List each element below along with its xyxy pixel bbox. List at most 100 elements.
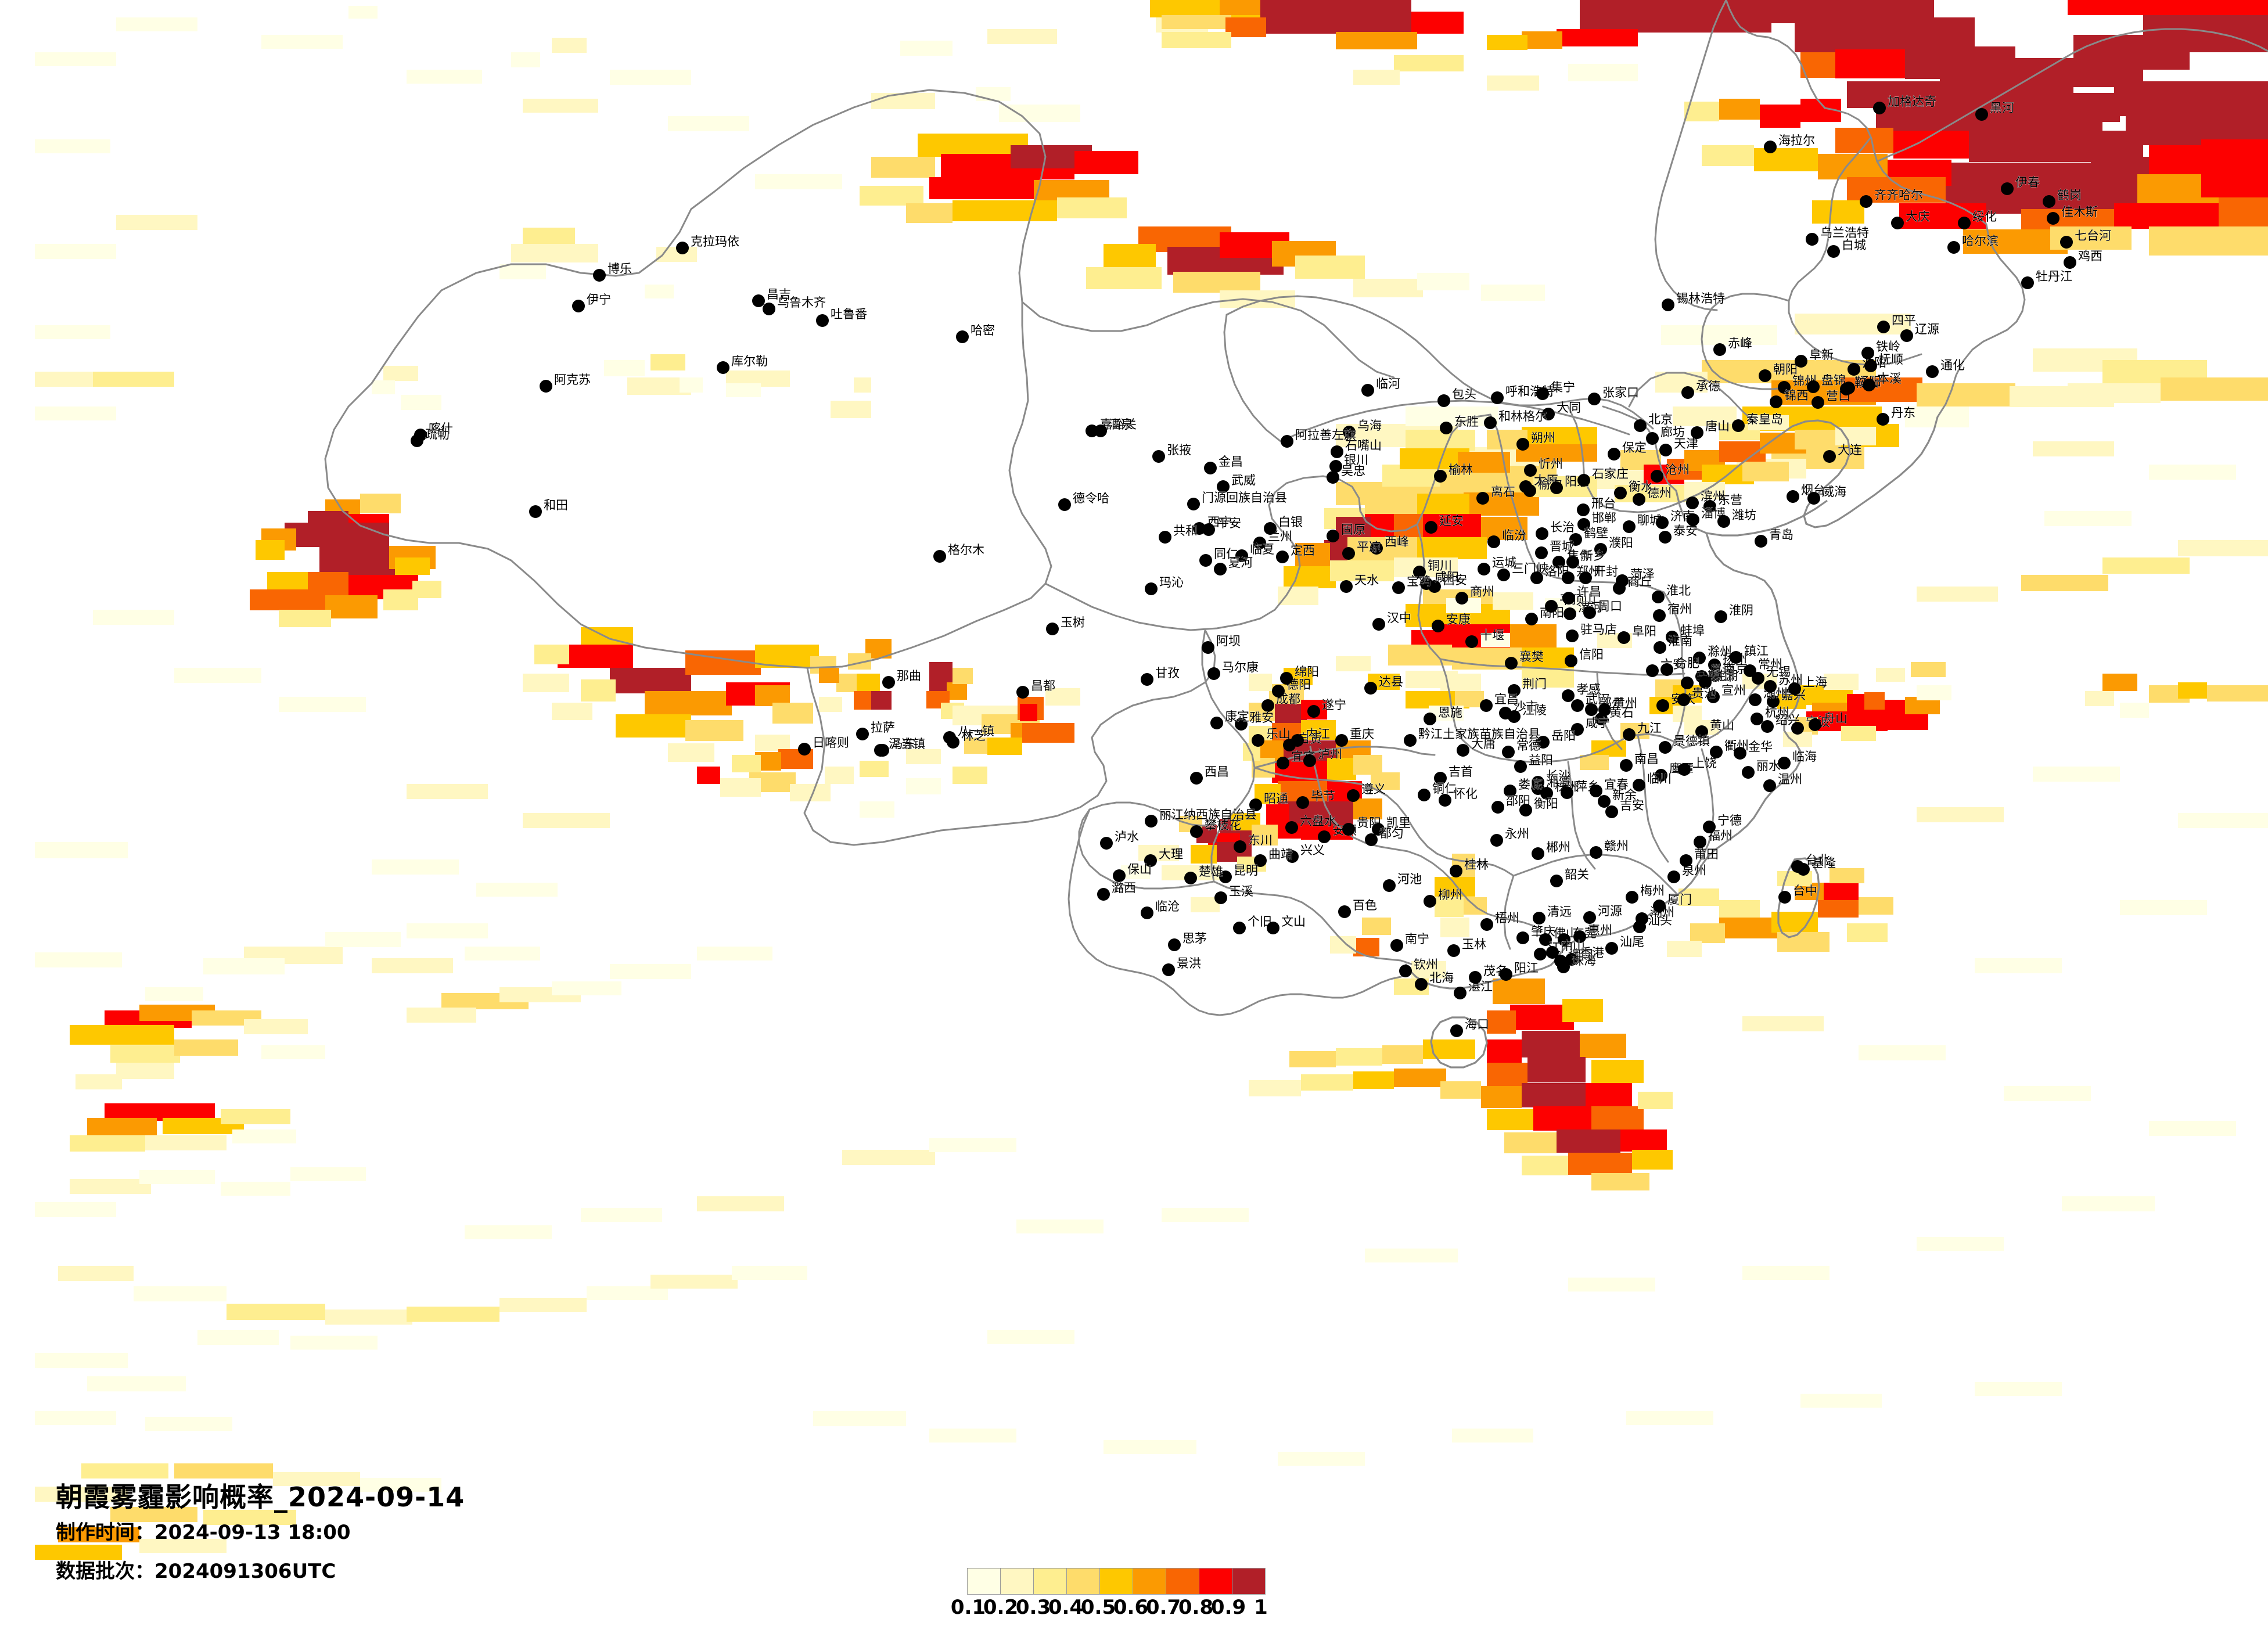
city-marker-dot bbox=[717, 361, 729, 374]
city-marker-dot bbox=[1761, 720, 1774, 733]
city-label: 梧州 bbox=[1495, 911, 1519, 925]
city-marker-dot bbox=[1759, 369, 1771, 382]
city-label: 百色 bbox=[1353, 898, 1377, 912]
city-marker-dot bbox=[1469, 971, 1482, 984]
city-marker-dot bbox=[1795, 355, 1807, 368]
city-marker-dot bbox=[1249, 798, 1262, 811]
city-label: 长治 bbox=[1550, 520, 1575, 534]
city-marker-dot bbox=[1680, 854, 1692, 867]
city-label: 佳木斯 bbox=[2061, 205, 2098, 219]
city-marker-dot bbox=[1686, 497, 1699, 509]
city-label: 吐鲁番 bbox=[831, 307, 867, 321]
city-label: 柳州 bbox=[1438, 888, 1462, 902]
city-marker-dot bbox=[1420, 577, 1433, 590]
city-label: 丹东 bbox=[1891, 406, 1915, 420]
city-marker-dot bbox=[1681, 386, 1694, 399]
city-marker-dot bbox=[1340, 580, 1353, 593]
city-label: 杭州 bbox=[1765, 706, 1789, 720]
city-label: 淮北 bbox=[1666, 584, 1691, 598]
city-label: 汉中 bbox=[1387, 611, 1411, 625]
city-marker-dot bbox=[1491, 801, 1504, 814]
city-marker-dot bbox=[529, 505, 542, 518]
city-marker-dot bbox=[2021, 276, 2034, 289]
city-label: 伊春 bbox=[2015, 175, 2040, 189]
city-label: 烟台 bbox=[1801, 483, 1825, 497]
city-label: 临汾 bbox=[1502, 528, 1526, 542]
city-label: 三门峡 bbox=[1512, 562, 1548, 575]
city-marker-dot bbox=[1525, 613, 1538, 625]
city-label: 那曲 bbox=[897, 669, 921, 683]
colorbar-swatch-3 bbox=[1034, 1569, 1067, 1594]
city-marker-dot bbox=[1620, 759, 1633, 772]
city-label: 西昌 bbox=[1205, 765, 1229, 779]
city-marker-dot bbox=[1730, 651, 1742, 664]
data-batch-label: 数据批次： bbox=[56, 1559, 154, 1583]
city-label: 淮阴 bbox=[1729, 603, 1753, 617]
city-marker-dot bbox=[1633, 493, 1645, 506]
city-label: 吉首 bbox=[1448, 765, 1473, 779]
city-marker-dot bbox=[1770, 395, 1782, 408]
city-label: 加格达奇 bbox=[1888, 95, 1936, 109]
city-label: 玉溪 bbox=[1229, 884, 1253, 898]
city-marker-dot bbox=[1307, 705, 1320, 718]
city-label: 宝鸡 bbox=[1407, 574, 1431, 588]
city-marker-dot bbox=[1694, 836, 1706, 848]
city-marker-dot bbox=[1633, 779, 1645, 792]
city-label: 邢台 bbox=[1591, 497, 1616, 510]
city-label: 都匀 bbox=[1379, 826, 1404, 840]
city-label: 吉安 bbox=[1620, 798, 1644, 812]
city-label: 惠州 bbox=[1588, 923, 1612, 937]
city-label: 白城 bbox=[1842, 238, 1866, 252]
data-batch-row: 数据批次：2024091306UTC bbox=[56, 1556, 753, 1587]
colorbar-swatch-1 bbox=[968, 1569, 1001, 1594]
city-marker-dot bbox=[1734, 747, 1746, 760]
city-label: 临夏 bbox=[1250, 542, 1274, 556]
city-label: 商丘 bbox=[1627, 575, 1652, 589]
city-marker-dot bbox=[1540, 787, 1553, 800]
city-label: 夏河 bbox=[1228, 556, 1253, 570]
probability-heatmap-layer bbox=[35, 0, 2268, 1560]
city-label: 平顶山 bbox=[1559, 593, 1596, 607]
city-marker-dot bbox=[1588, 393, 1601, 405]
city-marker-dot bbox=[1390, 939, 1403, 952]
city-label: 大庆 bbox=[1906, 210, 1930, 224]
city-label: 白银 bbox=[1278, 515, 1303, 529]
city-marker-dot bbox=[1693, 652, 1706, 664]
city-marker-dot bbox=[1536, 387, 1549, 400]
city-marker-dot bbox=[1530, 571, 1543, 584]
city-marker-dot bbox=[1659, 444, 1672, 456]
city-marker-dot bbox=[1327, 530, 1339, 542]
city-marker-dot bbox=[1546, 946, 1559, 959]
city-label: 本溪 bbox=[1877, 372, 1902, 386]
city-label: 铜川 bbox=[1428, 559, 1452, 573]
city-label: 宿州 bbox=[1667, 602, 1692, 616]
city-label: 达县 bbox=[1379, 675, 1403, 689]
city-marker-dot bbox=[1566, 629, 1579, 642]
city-label: 蚌埠 bbox=[1680, 624, 1705, 638]
city-label: 天津 bbox=[1674, 437, 1698, 451]
city-label: 景德镇 bbox=[1673, 734, 1710, 748]
city-label: 哈密 bbox=[971, 323, 995, 337]
city-label: 晋城 bbox=[1550, 539, 1574, 553]
city-marker-dot bbox=[1261, 699, 1274, 712]
city-label: 益阳 bbox=[1529, 753, 1553, 767]
city-label: 重庆 bbox=[1350, 727, 1374, 741]
city-label: 衡阳 bbox=[1534, 797, 1558, 811]
city-label: 库尔勒 bbox=[731, 354, 768, 368]
city-label: 格尔木 bbox=[948, 543, 984, 557]
city-label: 牡丹江 bbox=[2036, 269, 2072, 283]
colorbar-tick-0.3: 0.3 bbox=[1015, 1596, 1051, 1619]
city-label: 黔江土家族苗族自治县 bbox=[1418, 727, 1540, 741]
city-marker-dot bbox=[1579, 571, 1592, 584]
city-label: 江陵 bbox=[1522, 703, 1547, 717]
city-label: 玛沁 bbox=[1159, 575, 1184, 589]
production-time-value: 2024-09-13 18:00 bbox=[154, 1520, 351, 1544]
city-marker-dot bbox=[1113, 869, 1126, 882]
city-label: 咸宁 bbox=[1586, 716, 1610, 730]
city-marker-dot bbox=[1450, 1024, 1463, 1037]
city-marker-dot bbox=[752, 294, 765, 307]
city-marker-dot bbox=[882, 676, 895, 689]
city-marker-dot bbox=[1372, 823, 1385, 836]
city-marker-dot bbox=[1478, 563, 1490, 575]
city-label: 鹤壁 bbox=[1584, 526, 1608, 540]
